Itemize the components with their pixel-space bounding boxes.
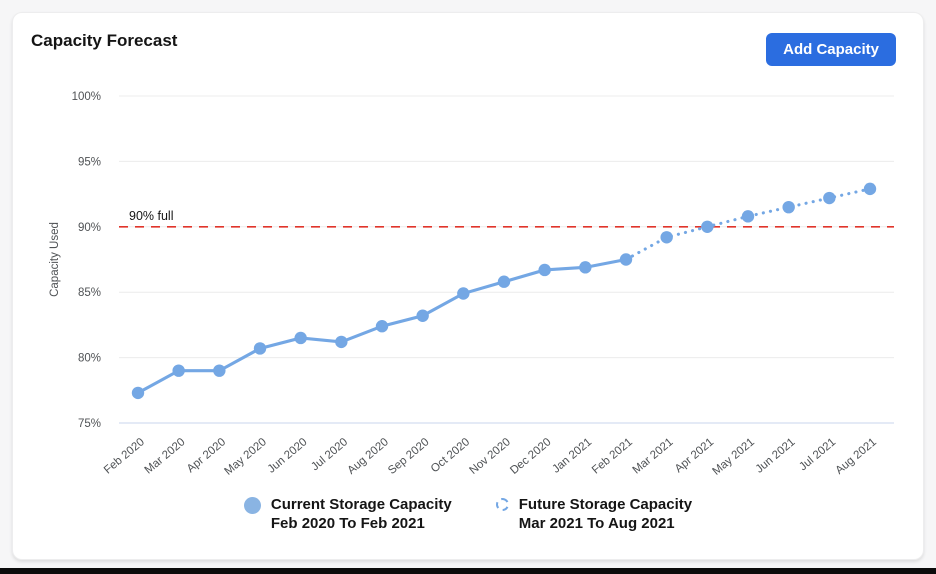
x-tick-label: Sep 2020 <box>386 436 431 477</box>
capacity-forecast-card: Capacity Forecast Add Capacity 75% 80% 85%… <box>12 12 924 560</box>
threshold-label: 90% full <box>129 209 173 223</box>
y-tick-label: 75% <box>78 418 101 430</box>
filled-circle-icon <box>243 497 261 514</box>
x-tick-label: Feb 2020 <box>102 436 147 476</box>
data-point[interactable] <box>741 210 755 223</box>
data-point[interactable] <box>538 263 551 277</box>
x-tick-label: Jun 2021 <box>754 436 798 476</box>
y-tick-label: 80% <box>78 353 101 365</box>
legend-future-label: Future Storage Capacity <box>518 496 693 513</box>
screen-bottom-edge <box>0 568 936 574</box>
data-point[interactable] <box>782 200 795 214</box>
data-point[interactable] <box>416 309 429 322</box>
data-point[interactable] <box>294 331 307 345</box>
data-point[interactable] <box>253 342 267 355</box>
y-tick-label: 85% <box>78 287 101 299</box>
data-point[interactable] <box>823 191 836 205</box>
x-tick-label: Nov 2020 <box>467 436 512 477</box>
x-tick-label: Feb 2021 <box>590 436 635 476</box>
y-axis-title: Capacity Used <box>49 222 61 297</box>
legend-future-period: Mar 2021 To Aug 2021 <box>518 515 675 532</box>
legend-item-future[interactable]: Future Storage Capacity Mar 2021 To Aug … <box>495 495 692 533</box>
y-tick-label: 90% <box>78 222 101 234</box>
x-tick-label: Oct 2020 <box>429 436 472 475</box>
x-tick-label: Apr 2021 <box>673 436 716 475</box>
x-tick-label: Jan 2021 <box>550 436 594 476</box>
data-point[interactable] <box>131 386 145 400</box>
x-tick-label: Dec 2020 <box>508 436 553 477</box>
chart-legend: Current Storage Capacity Feb 2020 To Feb… <box>13 495 923 533</box>
data-point[interactable] <box>579 261 592 274</box>
data-point[interactable] <box>457 287 470 300</box>
data-point[interactable] <box>660 231 673 244</box>
x-tick-label: May 2020 <box>223 436 269 478</box>
y-tick-label: 100% <box>72 91 101 103</box>
x-tick-label: Jun 2020 <box>266 436 310 476</box>
legend-current-label: Current Storage Capacity <box>270 496 452 513</box>
y-tick-label: 95% <box>78 156 101 168</box>
legend-item-current[interactable]: Current Storage Capacity Feb 2020 To Feb… <box>243 495 452 533</box>
x-tick-label: Aug 2021 <box>833 436 878 477</box>
x-tick-label: Jul 2020 <box>309 436 350 473</box>
data-point[interactable] <box>497 275 511 288</box>
data-point[interactable] <box>863 182 877 196</box>
x-tick-label: Jul 2021 <box>797 436 838 473</box>
data-point[interactable] <box>213 364 226 377</box>
x-tick-label: Mar 2021 <box>631 436 676 476</box>
x-tick-label: Aug 2020 <box>345 436 390 477</box>
add-capacity-button[interactable]: Add Capacity <box>766 33 896 66</box>
page-title: Capacity Forecast <box>31 31 178 50</box>
legend-future-text: Future Storage Capacity Mar 2021 To Aug … <box>519 495 692 533</box>
legend-current-text: Current Storage Capacity Feb 2020 To Feb… <box>271 495 452 533</box>
dashed-circle-icon <box>495 498 509 511</box>
x-tick-label: May 2021 <box>711 436 757 478</box>
data-point[interactable] <box>335 335 348 349</box>
data-point[interactable] <box>172 364 185 377</box>
data-point[interactable] <box>375 320 389 333</box>
legend-current-period: Feb 2020 To Feb 2021 <box>270 515 425 532</box>
x-tick-label: Mar 2020 <box>143 436 188 476</box>
data-point[interactable] <box>701 220 714 233</box>
x-tick-label: Apr 2020 <box>185 436 228 475</box>
